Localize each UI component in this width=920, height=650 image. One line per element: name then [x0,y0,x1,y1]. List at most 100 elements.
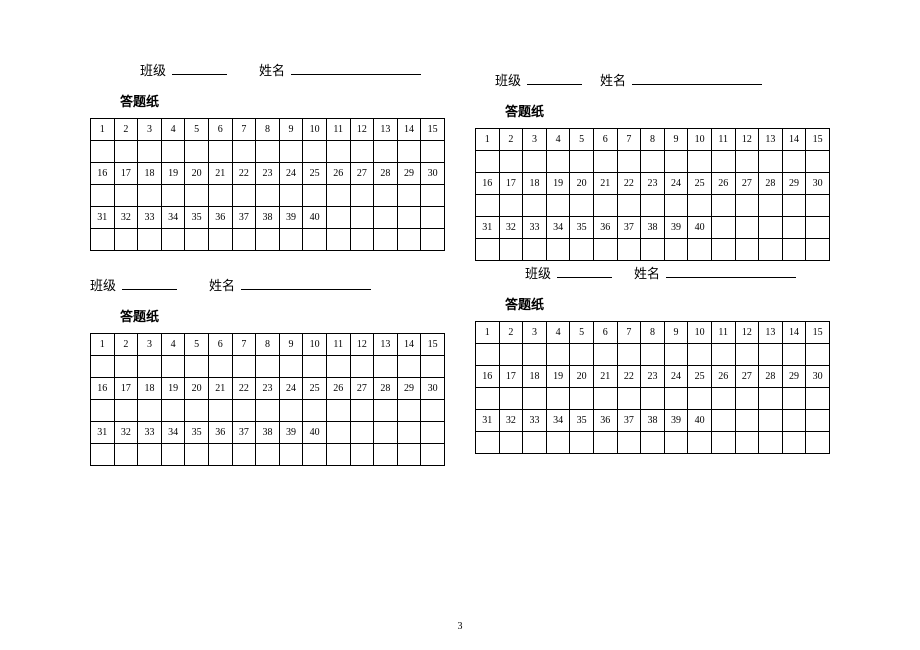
answer-cell[interactable] [782,151,806,173]
answer-cell[interactable] [782,195,806,217]
answer-cell[interactable] [326,444,350,466]
answer-cell[interactable] [279,185,303,207]
class-blank[interactable] [557,264,612,278]
answer-cell[interactable] [91,400,115,422]
answer-cell[interactable] [91,141,115,163]
answer-cell[interactable] [232,141,256,163]
answer-cell[interactable] [593,432,617,454]
answer-cell[interactable] [664,388,688,410]
answer-cell[interactable] [350,444,374,466]
answer-cell[interactable] [161,229,185,251]
answer-cell[interactable] [570,432,594,454]
answer-cell[interactable] [114,185,138,207]
answer-cell[interactable] [326,356,350,378]
answer-cell[interactable] [759,239,783,261]
answer-cell[interactable] [593,151,617,173]
answer-cell[interactable] [91,185,115,207]
answer-cell[interactable] [546,195,570,217]
answer-cell[interactable] [374,400,398,422]
answer-cell[interactable] [617,432,641,454]
answer-cell[interactable] [138,229,162,251]
name-blank[interactable] [241,276,371,290]
answer-cell[interactable] [617,344,641,366]
answer-cell[interactable] [546,344,570,366]
answer-cell[interactable] [782,344,806,366]
answer-cell[interactable] [232,185,256,207]
answer-cell[interactable] [114,356,138,378]
class-blank[interactable] [527,71,582,85]
answer-cell[interactable] [688,195,712,217]
answer-cell[interactable] [326,400,350,422]
answer-cell[interactable] [664,151,688,173]
answer-cell[interactable] [499,432,523,454]
answer-cell[interactable] [421,229,445,251]
answer-cell[interactable] [91,356,115,378]
answer-cell[interactable] [735,344,759,366]
answer-cell[interactable] [499,151,523,173]
answer-cell[interactable] [617,239,641,261]
answer-cell[interactable] [476,432,500,454]
answer-cell[interactable] [350,141,374,163]
answer-cell[interactable] [303,141,327,163]
answer-cell[interactable] [161,400,185,422]
answer-cell[interactable] [641,239,665,261]
answer-cell[interactable] [256,400,280,422]
answer-cell[interactable] [161,356,185,378]
answer-cell[interactable] [641,195,665,217]
answer-cell[interactable] [303,444,327,466]
answer-cell[interactable] [711,344,735,366]
answer-cell[interactable] [279,356,303,378]
answer-cell[interactable] [617,151,641,173]
answer-cell[interactable] [641,151,665,173]
answer-cell[interactable] [476,239,500,261]
answer-cell[interactable] [759,151,783,173]
answer-cell[interactable] [161,185,185,207]
answer-cell[interactable] [350,229,374,251]
answer-cell[interactable] [523,388,547,410]
answer-cell[interactable] [232,444,256,466]
answer-cell[interactable] [806,432,830,454]
answer-cell[interactable] [688,239,712,261]
answer-cell[interactable] [735,151,759,173]
answer-cell[interactable] [806,239,830,261]
answer-cell[interactable] [759,432,783,454]
answer-cell[interactable] [138,185,162,207]
answer-cell[interactable] [476,151,500,173]
answer-cell[interactable] [759,344,783,366]
answer-cell[interactable] [735,239,759,261]
answer-cell[interactable] [232,356,256,378]
answer-cell[interactable] [256,185,280,207]
answer-cell[interactable] [397,229,421,251]
answer-cell[interactable] [138,141,162,163]
answer-cell[interactable] [806,151,830,173]
answer-cell[interactable] [161,444,185,466]
answer-cell[interactable] [208,400,232,422]
answer-cell[interactable] [303,356,327,378]
answer-cell[interactable] [711,388,735,410]
answer-cell[interactable] [303,400,327,422]
answer-cell[interactable] [546,239,570,261]
answer-cell[interactable] [91,229,115,251]
answer-cell[interactable] [326,141,350,163]
answer-cell[interactable] [397,141,421,163]
answer-cell[interactable] [806,388,830,410]
answer-cell[interactable] [735,388,759,410]
answer-cell[interactable] [421,141,445,163]
answer-cell[interactable] [350,356,374,378]
answer-cell[interactable] [641,344,665,366]
answer-cell[interactable] [523,195,547,217]
answer-cell[interactable] [688,344,712,366]
answer-cell[interactable] [782,432,806,454]
answer-cell[interactable] [641,388,665,410]
answer-cell[interactable] [256,356,280,378]
answer-cell[interactable] [326,229,350,251]
class-blank[interactable] [122,276,177,290]
answer-cell[interactable] [546,388,570,410]
answer-cell[interactable] [617,195,641,217]
answer-cell[interactable] [499,195,523,217]
answer-cell[interactable] [397,444,421,466]
answer-cell[interactable] [593,388,617,410]
answer-cell[interactable] [759,388,783,410]
answer-cell[interactable] [782,239,806,261]
answer-cell[interactable] [185,444,209,466]
